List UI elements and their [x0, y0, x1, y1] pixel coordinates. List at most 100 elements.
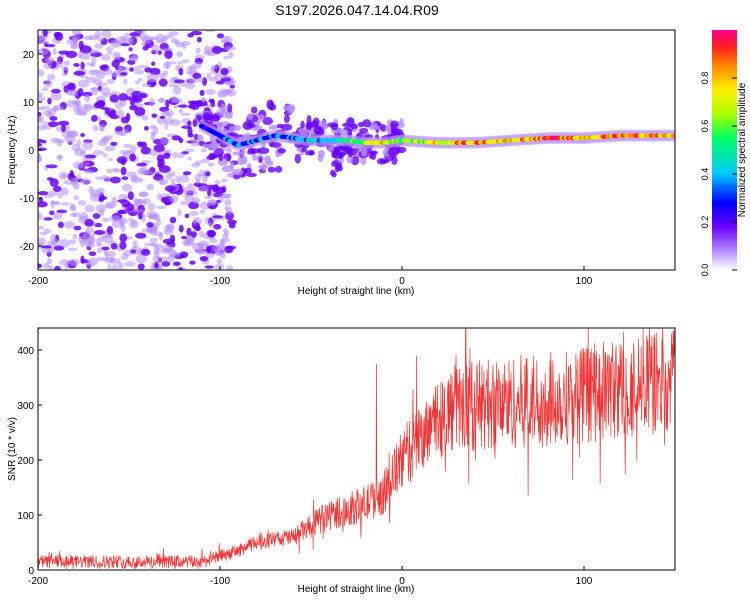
spectrogram-cell: [208, 205, 217, 210]
spectrogram-cell: [97, 140, 108, 147]
spectrogram-cell: [125, 37, 134, 42]
spectrogram-cell: [179, 174, 190, 183]
spectrogram-cell: [399, 118, 404, 125]
spectrogram-cell: [153, 267, 160, 270]
colorbar-tick-label: 0.6: [700, 120, 710, 133]
spectrogram-cell: [127, 191, 134, 201]
colorbar-tick-label: 0.2: [700, 216, 710, 229]
spectrogram-cell: [209, 141, 218, 151]
spectrogram-cell: [228, 221, 236, 229]
spectrogram-cell: [670, 133, 675, 138]
spectrogram-cell: [329, 169, 335, 176]
spectrogram-cell: [39, 231, 48, 236]
spectrogram-cell: [163, 152, 171, 159]
spectrogram-cell: [88, 185, 94, 195]
spectrogram-cell: [204, 30, 216, 33]
spectrogram-cell: [158, 72, 166, 79]
spectrogram-cell: [47, 108, 56, 116]
spectrogram-cell: [222, 228, 228, 233]
spectrogram-cell: [83, 104, 89, 110]
spectrogram-cell: [97, 38, 105, 42]
spectrogram-cell: [164, 50, 173, 59]
spectrogram-cell: [92, 213, 101, 219]
spectrogram-cell: [49, 200, 61, 205]
spectrogram-cell: [128, 55, 138, 62]
spectrogram-cell: [169, 119, 182, 127]
spectrogram-cell: [210, 115, 221, 122]
spectrogram-cell: [223, 56, 230, 60]
snr-border: [37, 327, 676, 571]
spectrogram-cell: [129, 153, 136, 162]
spectrogram-cell: [53, 105, 64, 111]
spectrogram-cell: [180, 82, 186, 87]
spectrogram-cell: [203, 49, 213, 56]
spectrogram-cell: [117, 199, 128, 203]
spectrogram-cell: [129, 144, 137, 154]
spectrogram-cell: [250, 106, 258, 114]
spectrogram-cell: [187, 120, 192, 126]
spectrogram-cell: [140, 248, 151, 256]
spectrogram-cell: [220, 103, 226, 114]
snr-y-tick-label: 100: [17, 511, 34, 522]
spectrogram-cell: [98, 197, 105, 202]
spectrogram-cell: [38, 212, 43, 221]
spectrogram-cell: [177, 104, 188, 108]
spectrogram-cell: [151, 61, 156, 66]
spectrogram-cell: [297, 127, 309, 135]
spectrogram-cell: [187, 126, 193, 136]
spectrogram-cell: [163, 62, 171, 69]
spectrogram-cell: [42, 30, 48, 37]
spectrogram-cell: [185, 148, 195, 153]
spectrogram-cell: [106, 225, 114, 235]
spectrogram-cell: [53, 185, 62, 192]
spectrogram-cell: [189, 211, 199, 217]
colorbar: 0.0 0.2 0.4 0.6 0.8 Normalized spectral ampl…: [700, 30, 748, 276]
spectrogram-cell: [179, 251, 189, 259]
spectrogram-cell: [283, 114, 290, 123]
spectrogram-cell: [161, 261, 171, 267]
spectrogram-cell: [173, 98, 183, 104]
spectrogram-cell: [85, 226, 94, 234]
spectrogram-cell: [73, 194, 80, 201]
spectrogram-cell: [199, 255, 208, 262]
spectrogram-cell: [194, 173, 202, 182]
spectrogram-cell: [54, 31, 64, 41]
spectrogram-cell: [165, 185, 176, 192]
spectrogram-cell: [320, 119, 327, 128]
spectrogram-cell: [74, 98, 81, 108]
colorbar-tick-label: 0.8: [700, 72, 710, 85]
spectrogram-cell: [49, 178, 59, 187]
spectrogram-cell: [101, 30, 112, 38]
spectrogram-cell: [38, 107, 45, 111]
spectrogram-cell: [80, 61, 85, 70]
spectrogram-cell: [189, 260, 196, 265]
spectrogram-cell: [101, 136, 111, 142]
spectrogram-cell: [84, 94, 90, 103]
spectrogram-cell: [195, 99, 204, 108]
spectrogram-cell: [199, 201, 211, 210]
spectrogram-cell: [148, 149, 159, 156]
spectrogram-cell: [94, 43, 104, 49]
spectrogram-cell: [142, 198, 151, 204]
spectrogram-cell: [63, 221, 76, 229]
figure-title: S197.2026.047.14.04.R09: [275, 2, 439, 18]
spectrogram-cell: [118, 209, 126, 214]
snr-x-label: Height of straight line (km): [298, 584, 415, 595]
spectrogram-cell: [155, 40, 167, 44]
spectrogram-cell: [219, 240, 226, 249]
spectrogram-cell: [41, 245, 52, 249]
spectrogram-cell: [200, 158, 210, 164]
spectrogram-cell: [96, 116, 102, 122]
spectrogram-cell: [346, 154, 354, 164]
spectrogram-cell: [68, 89, 79, 97]
spectrogram-cell: [102, 235, 114, 244]
spectrogram-cell: [173, 105, 178, 109]
spectrogram-cell: [106, 46, 114, 53]
spectrogram-cell: [43, 262, 50, 269]
spectrogram-cell: [146, 221, 154, 228]
snr-y-ticks: 0 100 200 300 400: [17, 346, 42, 577]
spectrogram-cell: [157, 98, 166, 103]
spectrogram-cell: [49, 210, 55, 216]
snr-x-tick-label: 0: [399, 576, 405, 587]
spectrogram-cell: [42, 40, 50, 45]
